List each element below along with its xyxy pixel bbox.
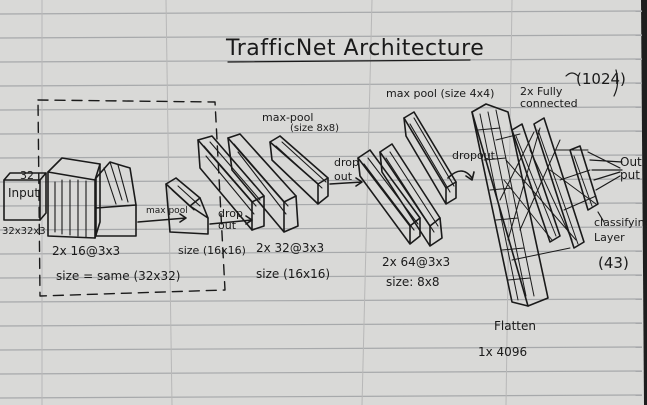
output-connections (587, 151, 623, 191)
pool2-size: (size 8x8) (290, 123, 340, 134)
ruled-line (0, 274, 643, 279)
dense-label: 2x Fully connected (520, 85, 578, 110)
diagram-title: TrafficNet Architecture (226, 36, 485, 61)
pool1-label: max pool (146, 206, 188, 216)
pool1-block (165, 177, 209, 235)
input-block (3, 172, 47, 221)
dense-label-arc (565, 69, 619, 97)
dense-layers (495, 117, 585, 261)
pool1-size: size (16x16) (178, 244, 246, 257)
conv1-filters: 2x 16@3x3 (52, 244, 121, 258)
conv1-dashed-group (37, 99, 226, 297)
pool3-block (403, 111, 457, 205)
ruled-line (0, 394, 643, 399)
conv2-size: size (16x16) (256, 267, 331, 281)
ruled-line (0, 106, 643, 111)
flatten-block (471, 103, 549, 307)
output-label: Out put (620, 155, 642, 182)
conv3-block (357, 143, 443, 247)
ruled-line (0, 322, 643, 327)
arrow-pool2-conv3 (329, 177, 363, 187)
input-label: Input (8, 186, 40, 200)
ruled-line (0, 346, 643, 351)
ruled-line (0, 58, 643, 63)
pool2-block (269, 135, 329, 205)
flatten-label: Flatten (494, 319, 536, 333)
ruled-line (0, 130, 643, 135)
classifier-units: (43) (598, 254, 629, 272)
ruled-line (0, 34, 643, 39)
conv2-block (197, 133, 299, 233)
conv3-filters: 2x 64@3x3 (382, 255, 451, 269)
ruled-lines (0, 10, 643, 399)
classifier-label: classifying Layer (594, 216, 647, 244)
classifier-block (549, 145, 599, 211)
ruled-line (0, 154, 643, 159)
classifier-arrow (597, 211, 605, 223)
ruled-line (0, 298, 643, 303)
conv2-filters: 2x 32@3x3 (256, 241, 325, 255)
title-underline (227, 59, 471, 63)
ruled-line (0, 202, 643, 207)
ruled-line (0, 10, 643, 15)
arrow-conv1-pool1 (137, 213, 187, 223)
flatten-size: 1x 4096 (478, 345, 528, 359)
dense-units: (1024) (576, 70, 626, 88)
margin-lines (41, 0, 513, 405)
input-top-dim: 32 (20, 169, 34, 182)
input-size: 32x32x3 (2, 226, 46, 237)
pool3-label: max pool (size 4x4) (386, 87, 495, 100)
ruled-line (0, 250, 643, 255)
ruled-line (0, 226, 643, 231)
conv3-size: size: 8x8 (386, 275, 440, 289)
pool1-dropout: drop out (218, 207, 243, 232)
pool3-dropout: dropout (452, 149, 495, 162)
pool2-label: max-pool (262, 111, 314, 124)
conv1-block (47, 157, 137, 239)
arrow-pool3-flatten (447, 170, 475, 181)
ruled-line (0, 370, 643, 375)
ruled-line (0, 82, 643, 87)
pool2-dropout: drop out (334, 156, 359, 183)
conv1-size: size = same (32x32) (56, 269, 181, 283)
ruled-line (0, 178, 643, 183)
